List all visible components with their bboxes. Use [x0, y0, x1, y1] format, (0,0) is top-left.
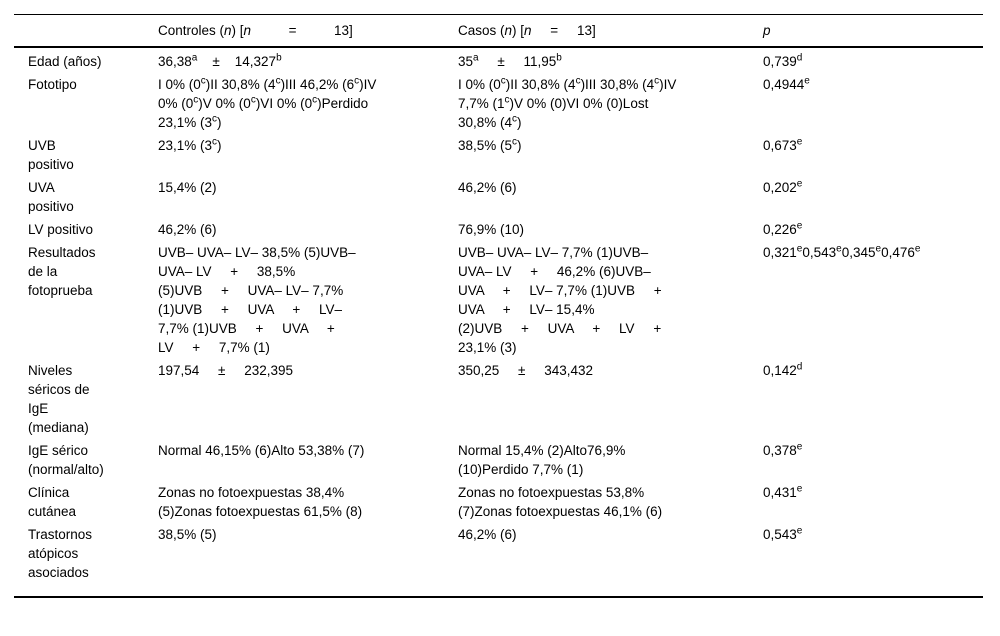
- cell-casos: 35a ± 11,95b: [458, 52, 562, 69]
- cell-p-value: 0,226e: [763, 220, 803, 237]
- row-label: IgE sérico (normal/alto): [28, 443, 104, 477]
- table-row-lv-positivo: LV positivo 46,2% (6) 76,9% (10) 0,226e: [14, 219, 983, 242]
- col-header-empty: [14, 15, 158, 48]
- cell-p-value: 0,739d: [763, 52, 803, 69]
- cell-p-value: 0,4944e: [763, 75, 810, 92]
- row-label: LV positivo: [28, 222, 94, 237]
- cell-p-value: 0,543e: [763, 525, 803, 542]
- row-label: Resultados de la fotoprueba: [28, 245, 96, 298]
- cell-controles: 23,1% (3c): [158, 136, 222, 153]
- cell-casos: Normal 15,4% (2)Alto76,9% (10)Perdido 7,…: [458, 443, 626, 477]
- row-label: Trastornos atópicos asociados: [28, 527, 93, 580]
- cell-p-value: 0,202e: [763, 178, 803, 195]
- cell-p-value: 0,378e: [763, 441, 803, 458]
- row-label: Niveles séricos de IgE (mediana): [28, 363, 90, 435]
- table-row-niveles-ige: Niveles séricos de IgE (mediana) 197,54 …: [14, 360, 983, 440]
- table-row-resultados-fotoprueba: Resultados de la fotoprueba UVB– UVA– LV…: [14, 242, 983, 360]
- cell-controles: UVB– UVA– LV– 38,5% (5)UVB– UVA– LV + 38…: [158, 245, 356, 355]
- row-label: UVB positivo: [28, 138, 74, 172]
- cell-casos: 46,2% (6): [458, 527, 517, 542]
- table-row-clinica-cutanea: Clínica cutánea Zonas no fotoexpuestas 3…: [14, 482, 983, 524]
- row-label: Fototipo: [28, 77, 77, 92]
- cell-casos: UVB– UVA– LV– 7,7% (1)UVB– UVA– LV + 46,…: [458, 245, 662, 355]
- table-row-trastornos-atopicos: Trastornos atópicos asociados 38,5% (5) …: [14, 524, 983, 597]
- cell-casos: I 0% (0c)II 30,8% (4c)III 30,8% (4c)IV 7…: [458, 75, 677, 130]
- table-row-fototipo: Fototipo I 0% (0c)II 30,8% (4c)III 46,2%…: [14, 74, 983, 135]
- cell-p-value: 0,142d: [763, 361, 803, 378]
- cell-controles: 36,38a ± 14,327b: [158, 52, 282, 69]
- cell-controles: 197,54 ± 232,395: [158, 363, 294, 378]
- row-label: Edad (años): [28, 54, 102, 69]
- results-table: Controles (n) [n = 13] Casos (n) [n = 13…: [14, 14, 983, 598]
- cell-controles: 46,2% (6): [158, 222, 217, 237]
- cell-p-value: 0,431e: [763, 483, 803, 500]
- col-header-casos: Casos (n) [n = 13]: [458, 23, 596, 38]
- cell-p-value: 0,321e0,543e0,345e0,476e: [763, 243, 921, 260]
- table-row-uva-positivo: UVA positivo 15,4% (2) 46,2% (6) 0,202e: [14, 177, 983, 219]
- cell-controles: Zonas no fotoexpuestas 38,4% (5)Zonas fo…: [158, 485, 363, 519]
- header-row: Controles (n) [n = 13] Casos (n) [n = 13…: [14, 14, 983, 48]
- col-header-controles: Controles (n) [n = 13]: [158, 23, 353, 38]
- col-header-p: p: [763, 23, 771, 38]
- table-row-edad: Edad (años) 36,38a ± 14,327b 35a ± 11,95…: [14, 47, 983, 74]
- cell-casos: 350,25 ± 343,432: [458, 363, 594, 378]
- table-row-uvb-positivo: UVB positivo 23,1% (3c) 38,5% (5c) 0,673…: [14, 135, 983, 177]
- table-row-ige-serico: IgE sérico (normal/alto) Normal 46,15% (…: [14, 440, 983, 482]
- cell-casos: Zonas no fotoexpuestas 53,8% (7)Zonas fo…: [458, 485, 663, 519]
- cell-casos: 46,2% (6): [458, 180, 517, 195]
- cell-controles: 15,4% (2): [158, 180, 217, 195]
- cell-casos: 76,9% (10): [458, 222, 525, 237]
- cell-controles: Normal 46,15% (6)Alto 53,38% (7): [158, 443, 365, 458]
- cell-p-value: 0,673e: [763, 136, 803, 153]
- cell-controles: 38,5% (5): [158, 527, 217, 542]
- cell-controles: I 0% (0c)II 30,8% (4c)III 46,2% (6c)IV 0…: [158, 75, 377, 130]
- row-label: Clínica cutánea: [28, 485, 77, 519]
- row-label: UVA positivo: [28, 180, 74, 214]
- cell-casos: 38,5% (5c): [458, 136, 522, 153]
